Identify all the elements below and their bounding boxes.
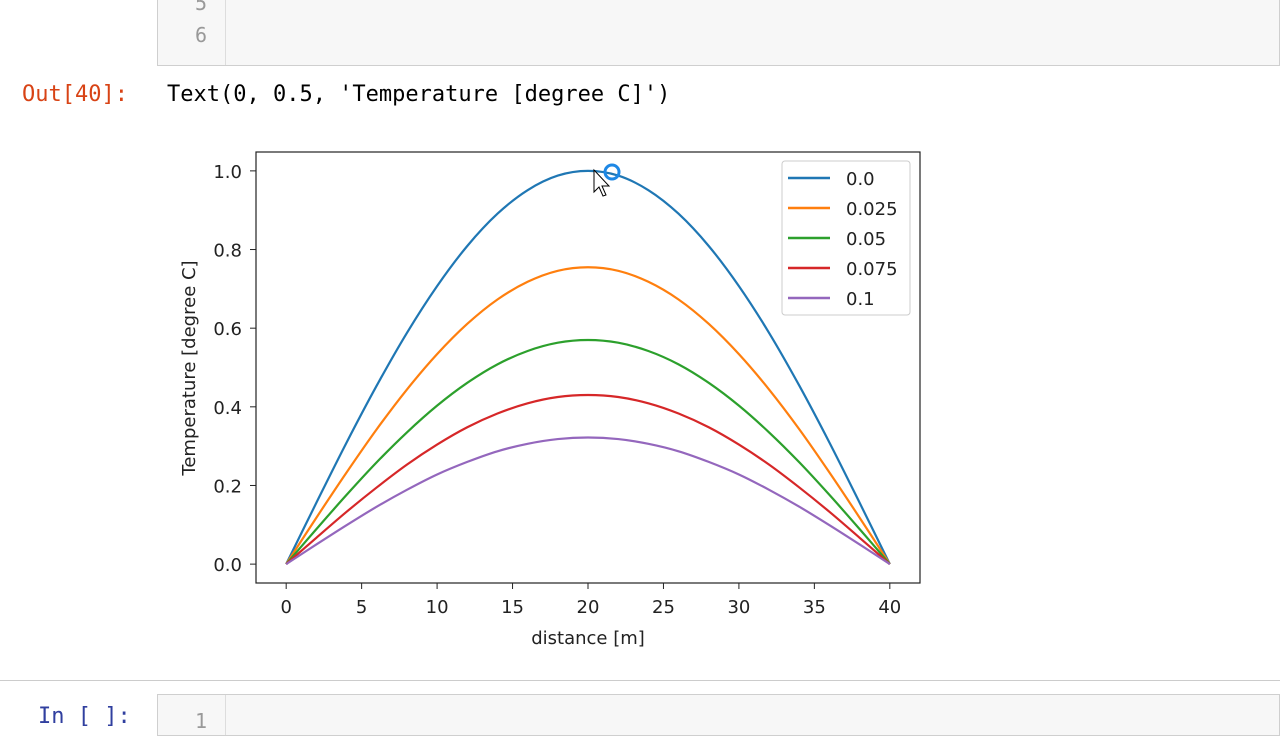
- x-tick-label: 10: [426, 597, 449, 618]
- output-text: Text(0, 0.5, 'Temperature [degree C]'): [167, 82, 671, 107]
- x-tick-label: 20: [577, 597, 600, 618]
- x-axis-label: distance [m]: [531, 628, 645, 649]
- line-number-gutter: 1: [158, 695, 226, 735]
- x-tick-label: 40: [878, 597, 901, 618]
- series-line-0.025: [285, 266, 891, 565]
- x-tick-label: 30: [727, 597, 750, 618]
- series-line-0.075: [285, 393, 891, 565]
- code-cell-input[interactable]: 1: [157, 694, 1280, 736]
- x-tick-label: 0: [280, 597, 291, 618]
- legend: 0.0 0.025 0.05 0.075 0.1: [781, 160, 911, 316]
- x-tick-label: 35: [803, 597, 826, 618]
- legend-label: 0.0: [846, 169, 875, 190]
- line-number-gutter: 5 6: [158, 0, 226, 65]
- mouse-cursor-icon: [593, 163, 621, 197]
- code-cell-input[interactable]: 5 6: [157, 0, 1280, 66]
- y-tick-label: 0.6: [213, 319, 242, 340]
- legend-label: 0.05: [846, 229, 886, 250]
- y-axis-label: Temperature [degree C]: [179, 260, 200, 476]
- legend-label: 0.025: [846, 199, 898, 220]
- y-tick-label: 1.0: [213, 162, 242, 183]
- x-tick-label: 5: [356, 597, 367, 618]
- series-line-0.05: [285, 338, 891, 565]
- legend-label: 0.075: [846, 259, 898, 280]
- series-line-0.1: [285, 436, 891, 566]
- series-line-0.0: [285, 169, 891, 565]
- legend-label: 0.1: [846, 289, 875, 310]
- x-tick-label: 25: [652, 597, 675, 618]
- temperature-chart: 0 5 10 15 20 25 30 35 40 0.0 0.2 0.4 0.6 0.8 1.0 dista…: [179, 151, 921, 649]
- y-tick-label: 0.8: [213, 241, 242, 262]
- line-number: 1: [194, 709, 207, 733]
- x-tick-label: 15: [501, 597, 524, 618]
- y-tick-label: 0.0: [213, 555, 242, 576]
- y-tick-label: 0.4: [213, 398, 242, 419]
- input-prompt: In [ ]:: [38, 704, 131, 729]
- line-number: 5: [194, 0, 207, 15]
- output-prompt: Out[40]:: [22, 82, 128, 107]
- y-tick-label: 0.2: [213, 476, 242, 497]
- cell-separator: [0, 680, 1280, 681]
- line-number: 6: [194, 23, 207, 47]
